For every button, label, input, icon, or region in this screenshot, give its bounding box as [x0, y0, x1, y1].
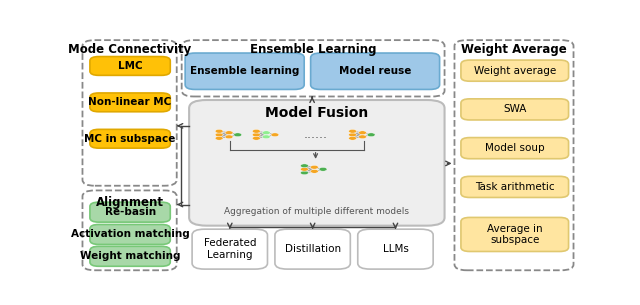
FancyBboxPatch shape — [185, 53, 304, 89]
Text: LMC: LMC — [118, 61, 143, 71]
Text: Average in
subspace: Average in subspace — [487, 224, 543, 245]
FancyBboxPatch shape — [189, 100, 445, 226]
Circle shape — [262, 131, 270, 135]
FancyBboxPatch shape — [90, 246, 170, 266]
FancyBboxPatch shape — [90, 224, 170, 244]
Circle shape — [349, 129, 356, 133]
FancyBboxPatch shape — [182, 40, 445, 96]
Circle shape — [310, 165, 318, 169]
Text: Aggregation of multiple different models: Aggregation of multiple different models — [225, 207, 410, 216]
FancyBboxPatch shape — [461, 60, 568, 81]
Circle shape — [262, 135, 270, 139]
Text: Ensemble Learning: Ensemble Learning — [250, 43, 376, 56]
Text: Distillation: Distillation — [285, 244, 340, 254]
Text: LLMs: LLMs — [383, 244, 408, 254]
Circle shape — [252, 136, 260, 140]
Text: Alignment: Alignment — [95, 196, 164, 209]
Circle shape — [271, 133, 279, 137]
FancyBboxPatch shape — [461, 99, 568, 120]
Circle shape — [358, 135, 367, 139]
FancyBboxPatch shape — [454, 40, 573, 270]
FancyBboxPatch shape — [83, 190, 177, 270]
Text: Weight average: Weight average — [474, 66, 556, 76]
Circle shape — [215, 129, 223, 133]
Text: SWA: SWA — [503, 104, 527, 114]
FancyBboxPatch shape — [90, 202, 170, 222]
Circle shape — [215, 133, 223, 137]
Circle shape — [300, 164, 308, 168]
Circle shape — [349, 133, 356, 137]
FancyBboxPatch shape — [83, 40, 177, 186]
Text: Ensemble learning: Ensemble learning — [190, 66, 300, 76]
Circle shape — [358, 131, 367, 135]
Text: Federated
Learning: Federated Learning — [204, 238, 256, 260]
FancyBboxPatch shape — [90, 93, 170, 112]
Text: Model soup: Model soup — [485, 143, 545, 153]
Circle shape — [300, 167, 308, 171]
FancyBboxPatch shape — [90, 129, 170, 148]
Text: Non-linear MC: Non-linear MC — [88, 97, 172, 107]
FancyBboxPatch shape — [358, 229, 433, 269]
Text: Weight matching: Weight matching — [80, 251, 180, 261]
Text: Task arithmetic: Task arithmetic — [475, 182, 554, 192]
Text: Weight Average: Weight Average — [461, 43, 567, 56]
Circle shape — [215, 136, 223, 140]
Circle shape — [300, 171, 308, 175]
Circle shape — [319, 167, 327, 171]
Text: Activation matching: Activation matching — [71, 229, 189, 239]
Text: Mode Connectivity: Mode Connectivity — [68, 43, 191, 56]
Circle shape — [310, 170, 318, 173]
Circle shape — [234, 133, 242, 137]
Circle shape — [225, 135, 233, 139]
FancyBboxPatch shape — [461, 217, 568, 252]
FancyBboxPatch shape — [275, 229, 350, 269]
Text: Model reuse: Model reuse — [339, 66, 412, 76]
FancyBboxPatch shape — [90, 56, 170, 75]
Circle shape — [367, 133, 375, 137]
Circle shape — [252, 133, 260, 137]
FancyBboxPatch shape — [461, 176, 568, 197]
FancyBboxPatch shape — [461, 138, 568, 159]
Text: Model Fusion: Model Fusion — [265, 106, 369, 120]
Circle shape — [252, 129, 260, 133]
Circle shape — [225, 131, 233, 135]
Text: ......: ...... — [303, 128, 328, 141]
Circle shape — [349, 136, 356, 140]
Text: MC in subspace: MC in subspace — [84, 134, 176, 144]
Text: Re-basin: Re-basin — [104, 207, 156, 217]
FancyBboxPatch shape — [192, 229, 268, 269]
FancyBboxPatch shape — [310, 53, 440, 89]
